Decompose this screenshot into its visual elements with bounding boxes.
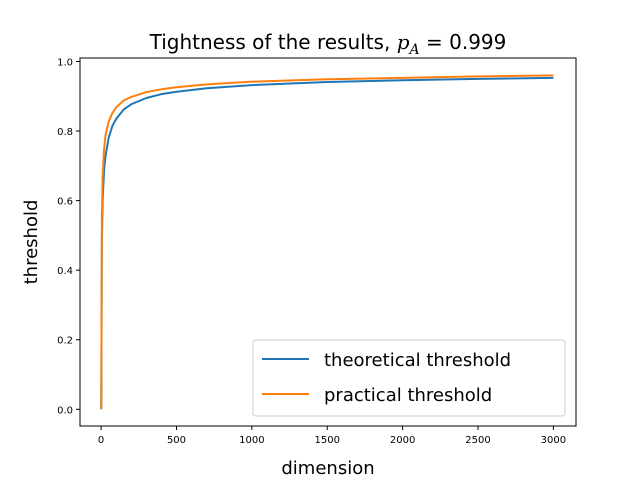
x-tick-label: 2500 bbox=[465, 435, 490, 446]
x-tick-label: 2000 bbox=[390, 435, 415, 446]
chart-title: Tightness of the results, pA = 0.999 bbox=[149, 30, 507, 58]
plot-area bbox=[79, 57, 577, 427]
series-line-practical bbox=[100, 74, 554, 410]
y-tick-label: 0.4 bbox=[57, 266, 73, 277]
legend-box bbox=[252, 339, 566, 417]
series-lines bbox=[100, 74, 554, 410]
legend-label-practical: practical threshold bbox=[324, 385, 492, 406]
chart-title-text: Tightness of the results, bbox=[149, 30, 397, 54]
legend: theoretical threshold practical threshol… bbox=[252, 339, 566, 417]
series-line-theoretical bbox=[100, 76, 554, 410]
x-tick-label: 3000 bbox=[541, 435, 566, 446]
chart-title-math-var: p bbox=[397, 30, 410, 54]
chart-title-math-rest: = 0.999 bbox=[420, 30, 507, 54]
x-axis-label: dimension bbox=[281, 458, 374, 479]
y-axis-ticks: 0.0 0.2 0.4 0.6 0.8 1.0 bbox=[57, 57, 80, 416]
y-axis-label: threshold bbox=[21, 200, 42, 285]
y-tick-label: 0.2 bbox=[57, 336, 73, 347]
y-tick-label: 1.0 bbox=[57, 57, 73, 68]
y-tick-label: 0.0 bbox=[57, 405, 73, 416]
x-tick-label: 1000 bbox=[239, 435, 264, 446]
y-tick-label: 0.6 bbox=[57, 197, 73, 208]
y-tick-label: 0.8 bbox=[57, 127, 73, 138]
x-tick-label: 500 bbox=[167, 435, 186, 446]
x-tick-label: 1500 bbox=[315, 435, 340, 446]
chart-title-math-sub: A bbox=[408, 42, 420, 58]
legend-label-theoretical: theoretical threshold bbox=[324, 350, 511, 371]
x-axis-ticks: 0 500 1000 1500 2000 2500 3000 bbox=[98, 426, 566, 446]
x-tick-label: 0 bbox=[98, 435, 104, 446]
